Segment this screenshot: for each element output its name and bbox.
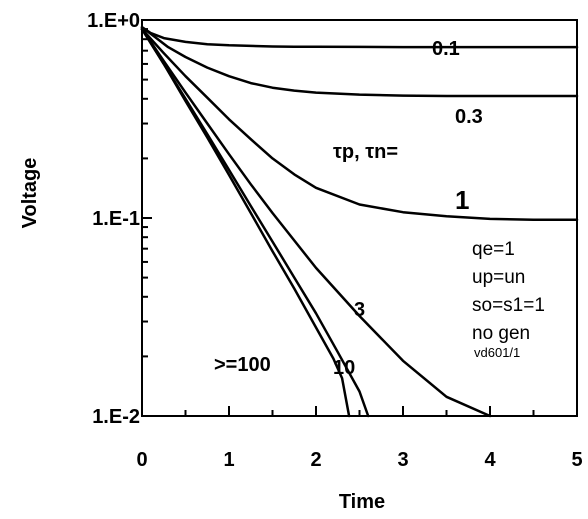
series-line — [140, 27, 579, 221]
note-run-id: vd601/1 — [474, 345, 520, 360]
y-axis-title: Voltage — [19, 158, 41, 229]
series-line — [140, 25, 579, 49]
y-tick-labels: 1.E-2 1.E-1 1.E+0 — [87, 10, 140, 428]
series-label-3: 3 — [354, 299, 365, 321]
x-tick-label: 1 — [223, 449, 234, 471]
note-so-s1: so=s1=1 — [472, 295, 545, 316]
y-tick-label: 1.E-2 — [92, 406, 140, 428]
x-tick-label: 5 — [571, 449, 582, 471]
x-tick-labels: 0 1 2 3 4 5 — [136, 449, 582, 471]
x-tick-label: 4 — [484, 449, 496, 471]
series-label-0-1: 0.1 — [432, 38, 460, 60]
y-tick-label: 1.E+0 — [87, 10, 140, 32]
note-qe: qe=1 — [472, 239, 515, 260]
y-tick-label: 1.E-1 — [92, 208, 140, 230]
series-line — [140, 27, 351, 418]
series-label-1: 1 — [455, 185, 469, 215]
note-up-un: up=un — [472, 267, 525, 288]
note-no-gen: no gen — [472, 323, 530, 344]
x-tick-label: 2 — [310, 449, 321, 471]
series-label-10: 10 — [333, 357, 355, 379]
x-axis-title: Time — [339, 491, 385, 513]
plot-frame — [141, 19, 578, 417]
series-label-100: >=100 — [214, 354, 271, 376]
x-tick-label: 0 — [136, 449, 147, 471]
x-tick-label: 3 — [397, 449, 408, 471]
series-label-0-3: 0.3 — [455, 106, 483, 128]
plot-border — [141, 19, 578, 417]
series-line — [140, 27, 492, 418]
tau-label: τp, τn= — [333, 141, 398, 163]
series-line — [140, 25, 579, 98]
curves — [140, 25, 579, 418]
